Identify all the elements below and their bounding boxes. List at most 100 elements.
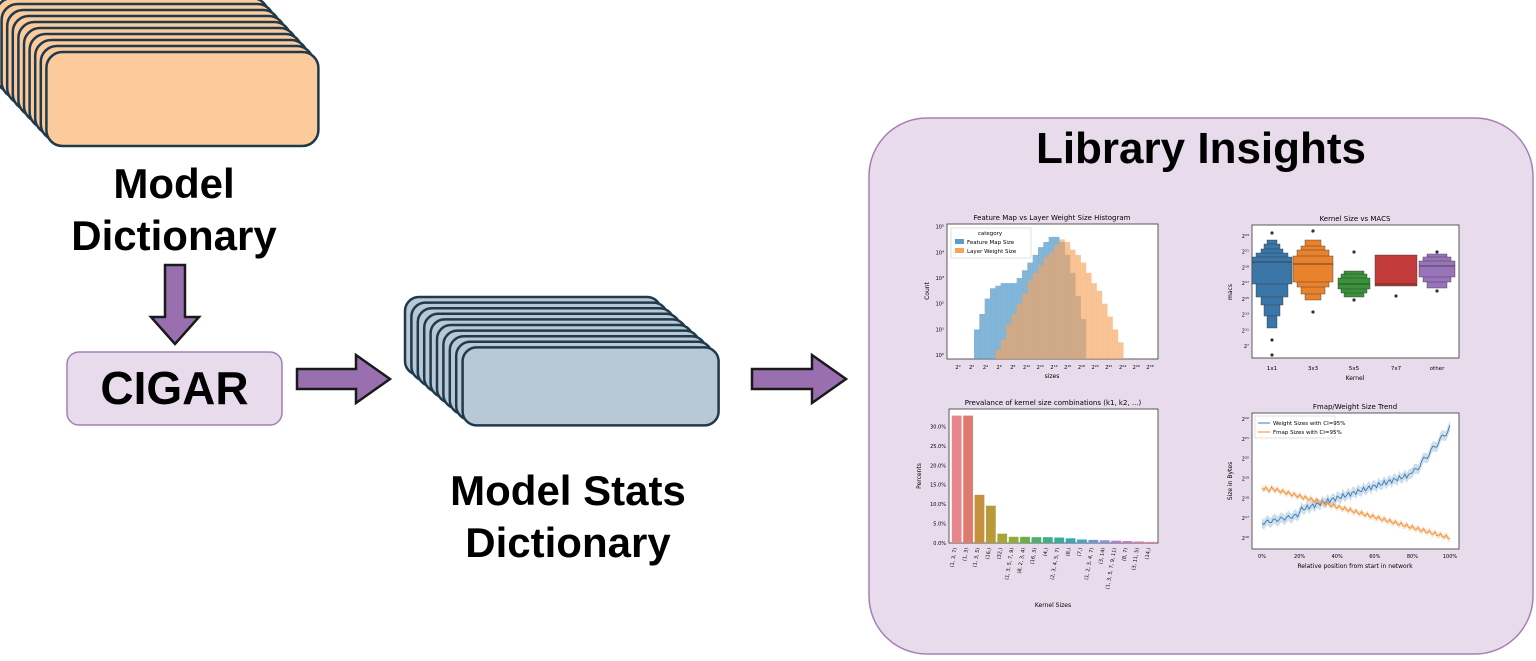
boxen-ylabel: macs — [1227, 284, 1234, 300]
histogram-xtick: 2²⁰ — [1092, 365, 1099, 371]
bar — [1042, 537, 1053, 543]
histogram-xtick: 2²⁴ — [1119, 365, 1126, 371]
histogram-bar — [1102, 303, 1108, 359]
legend-swatch-fmap — [955, 239, 964, 244]
trend-legend: Weight Sizes with CI=95% Fmap Sizes with… — [1254, 415, 1346, 439]
trend-ytick: 2¹⁹ — [1242, 477, 1249, 483]
trend-ci-band — [1262, 483, 1450, 542]
boxen-outlier — [1394, 294, 1398, 298]
histogram-bar — [1011, 314, 1017, 359]
boxen-ytick: 2¹¹ — [1242, 328, 1249, 334]
histogram-bar — [1107, 316, 1113, 359]
histogram-xtick: 2²⁸ — [1146, 365, 1153, 371]
bar — [1145, 541, 1156, 543]
trend-xtick: 80% — [1407, 554, 1418, 560]
bars-xtick: (1, 3, 5) — [972, 547, 981, 568]
model-stats-line-2: Dictionary — [465, 519, 671, 566]
bars-ytick: 10.0% — [930, 502, 946, 508]
boxen-outlier — [1270, 353, 1274, 357]
histogram-title: Feature Map vs Layer Weight Size Histogr… — [974, 214, 1131, 222]
bars-xtick: (8, 7) — [1121, 547, 1129, 561]
boxen-title: Kernel Size vs MACS — [1320, 215, 1391, 223]
bar — [1054, 537, 1065, 543]
boxen-xtick: 3x3 — [1308, 366, 1319, 372]
histogram-bar — [995, 285, 1001, 359]
histogram-bar — [1016, 303, 1023, 359]
bar — [1031, 537, 1042, 543]
bar — [1077, 539, 1087, 543]
library-insights-panel — [868, 117, 1534, 655]
boxen-ytick: 2²³ — [1242, 234, 1249, 240]
bar — [1065, 538, 1076, 543]
histogram-legend: category Feature Map Size Layer Weight S… — [950, 227, 1032, 259]
trend-ylabel: Size in Bytes — [1227, 462, 1234, 500]
boxen-level — [1374, 254, 1418, 287]
bars-ylabel: Percents — [916, 463, 923, 489]
trend-ytick: 2²² — [1242, 417, 1249, 423]
bars-xtick: (8,) — [1065, 547, 1072, 557]
histogram-bar — [1096, 290, 1103, 359]
bar — [1008, 536, 1019, 543]
model-stats-stack — [403, 295, 720, 427]
boxen-level — [1418, 260, 1456, 278]
histogram-xtick: 2⁰ — [955, 365, 960, 371]
histogram-bar — [1086, 272, 1092, 359]
boxen-xtick: other — [1430, 366, 1445, 372]
boxen-outlier — [1270, 231, 1274, 235]
model-dictionary-line-1: Model — [113, 160, 235, 207]
boxen-outlier — [1311, 310, 1315, 314]
histogram-ytick: 10⁰ — [936, 353, 944, 359]
trend-xtick: 60% — [1369, 554, 1380, 560]
bars-xtick: (4,) — [1042, 547, 1049, 557]
bars-xtick: (1, 3, 7) — [949, 547, 958, 568]
right-arrow-1 — [295, 352, 393, 406]
trend-ci-band — [1262, 420, 1450, 530]
histogram-bar — [1075, 254, 1081, 359]
boxen-ytick: 2¹⁵ — [1242, 297, 1249, 303]
legend-swatch-weight — [955, 248, 964, 253]
bars-ytick: 25.0% — [930, 444, 946, 450]
boxen-xtick: 7x7 — [1391, 366, 1402, 372]
trend-title: Fmap/Weight Size Trend — [1313, 403, 1397, 411]
histogram-bar — [1080, 262, 1087, 359]
histogram-xtick: 2¹⁶ — [1064, 365, 1071, 371]
boxen-xtick: 1x1 — [1267, 366, 1277, 372]
histogram-ytick: 10⁴ — [936, 250, 944, 256]
model-dictionary-line-2: Dictionary — [71, 212, 277, 259]
histogram-xtick: 2¹⁴ — [1050, 365, 1057, 371]
trend-xtick: 100% — [1443, 554, 1458, 560]
bars-xtick: (14,) — [1144, 547, 1152, 560]
bars-ytick: 20.0% — [930, 463, 946, 469]
boxen-outlier — [1352, 298, 1356, 302]
boxen-level — [1292, 255, 1334, 283]
model-dictionary-label: Model Dictionary — [62, 158, 286, 262]
model-dictionary-stack — [0, 0, 320, 148]
histogram-xtick: 2²² — [1105, 365, 1112, 371]
bars-xtick: (1, 3, 5, 7, 9) — [1004, 547, 1016, 580]
histogram-bar — [1022, 293, 1028, 359]
histogram-bar — [1000, 283, 1007, 359]
boxen-level — [1251, 256, 1293, 285]
bar — [951, 415, 962, 543]
histogram-bar — [1000, 339, 1007, 359]
trend-xlabel: Relative position from start in network — [1297, 563, 1413, 570]
trend-xtick: 40% — [1332, 554, 1343, 560]
trend-ytick: 2¹⁶ — [1242, 536, 1249, 542]
size-trend-chart: Fmap/Weight Size Trend 2¹⁶ 2¹⁷ 2¹⁸ 2¹⁹ 2²⁰ 2²… — [1227, 403, 1460, 570]
trend-ytick: 2¹⁸ — [1242, 496, 1249, 502]
bars-ytick: 5.0% — [933, 522, 946, 528]
histogram-bar — [1054, 244, 1060, 359]
histogram-bar — [1112, 329, 1119, 359]
bars-xtick: (1, 3) — [962, 547, 970, 561]
bar — [1122, 541, 1133, 543]
cigar-box — [66, 351, 283, 426]
bars-xtick: (2, 3, 4, 5, 7) — [1050, 547, 1062, 580]
histogram-xtick: 2¹² — [1037, 365, 1044, 371]
cigar-label: CIGAR — [100, 362, 249, 414]
histogram-ytick: 10⁵ — [936, 225, 944, 231]
trend-weight-line — [1261, 425, 1451, 526]
trend-legend-weight: Weight Sizes with CI=95% — [1273, 421, 1346, 427]
histogram-bar — [979, 314, 985, 359]
histogram-bar — [1038, 265, 1044, 359]
bars-xtick: (3, 14) — [1098, 547, 1107, 564]
